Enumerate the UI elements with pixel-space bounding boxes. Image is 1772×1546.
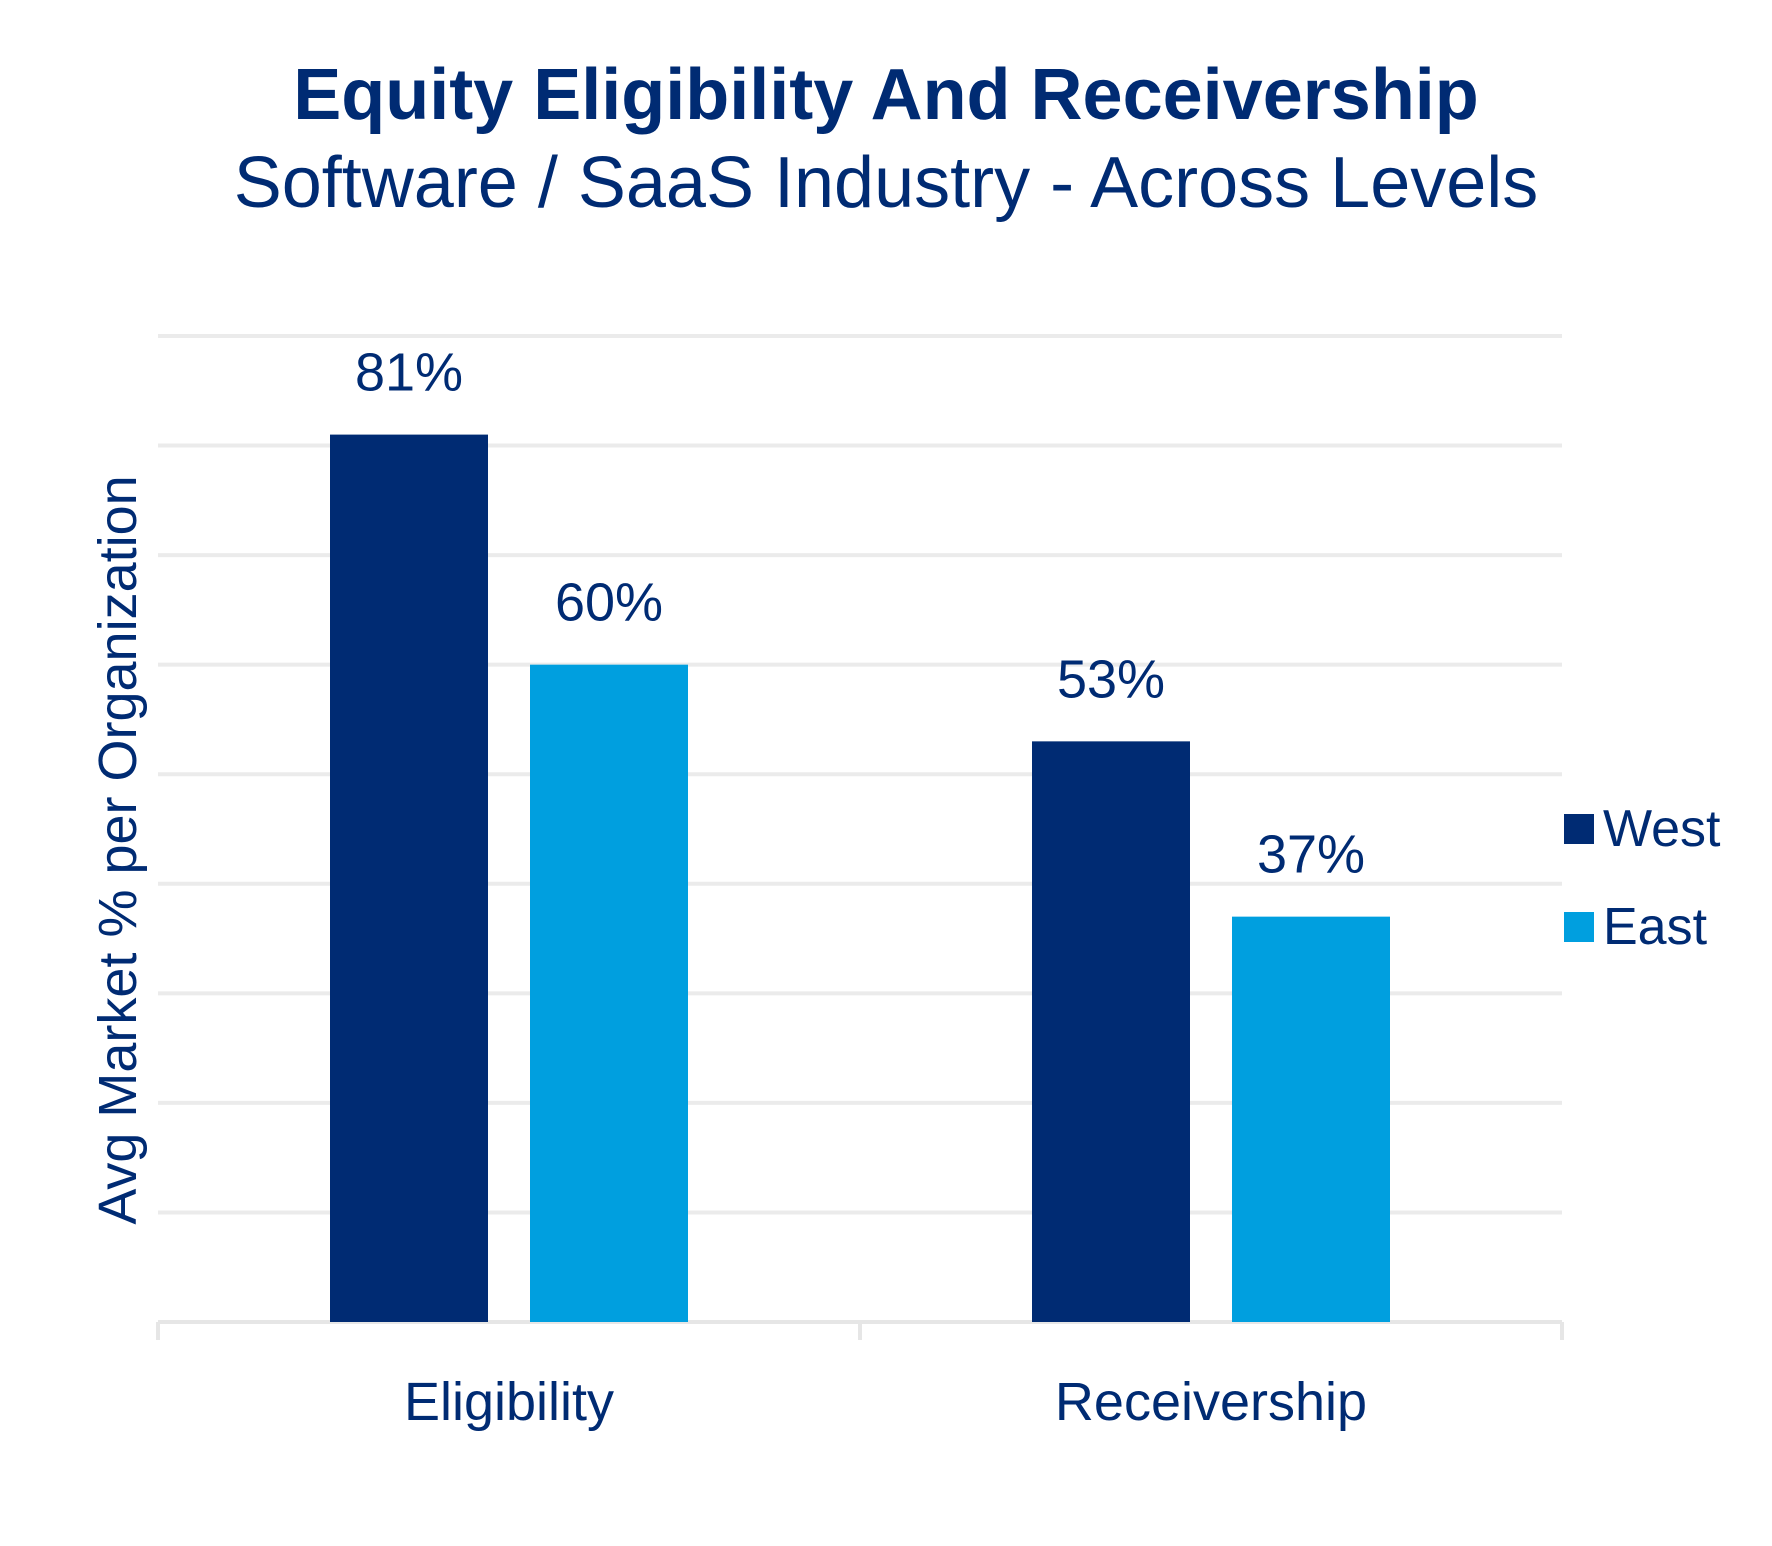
- chart-title: Equity Eligibility And Receivership: [293, 55, 1479, 135]
- data-label-east-eligibility: 60%: [555, 573, 663, 633]
- data-label-west-receivership: 53%: [1057, 649, 1165, 709]
- bar-west-eligibility: [330, 434, 488, 1323]
- legend-label-east: East: [1603, 898, 1708, 956]
- bar-east-eligibility: [530, 664, 688, 1322]
- legend-swatch-east: [1564, 912, 1594, 942]
- data-label-west-eligibility: 81%: [355, 343, 463, 403]
- bar-east-receivership: [1232, 916, 1390, 1322]
- legend-label-west: West: [1603, 800, 1721, 858]
- y-axis-label: Avg Market % per Organization: [88, 475, 148, 1224]
- legend-swatch-west: [1564, 814, 1594, 844]
- x-axis: [156, 1320, 1564, 1340]
- data-labels: 81% 60% 53% 37%: [355, 343, 1365, 885]
- data-label-east-receivership: 37%: [1257, 825, 1365, 885]
- bars: [330, 434, 1390, 1323]
- bar-west-receivership: [1032, 741, 1190, 1322]
- x-tick-labels: Eligibility Receivership: [404, 1372, 1367, 1432]
- x-tick-label-eligibility: Eligibility: [404, 1372, 614, 1432]
- legend: West East: [1564, 800, 1721, 956]
- chart-subtitle: Software / SaaS Industry - Across Levels: [233, 143, 1539, 223]
- x-tick-label-receivership: Receivership: [1055, 1372, 1367, 1432]
